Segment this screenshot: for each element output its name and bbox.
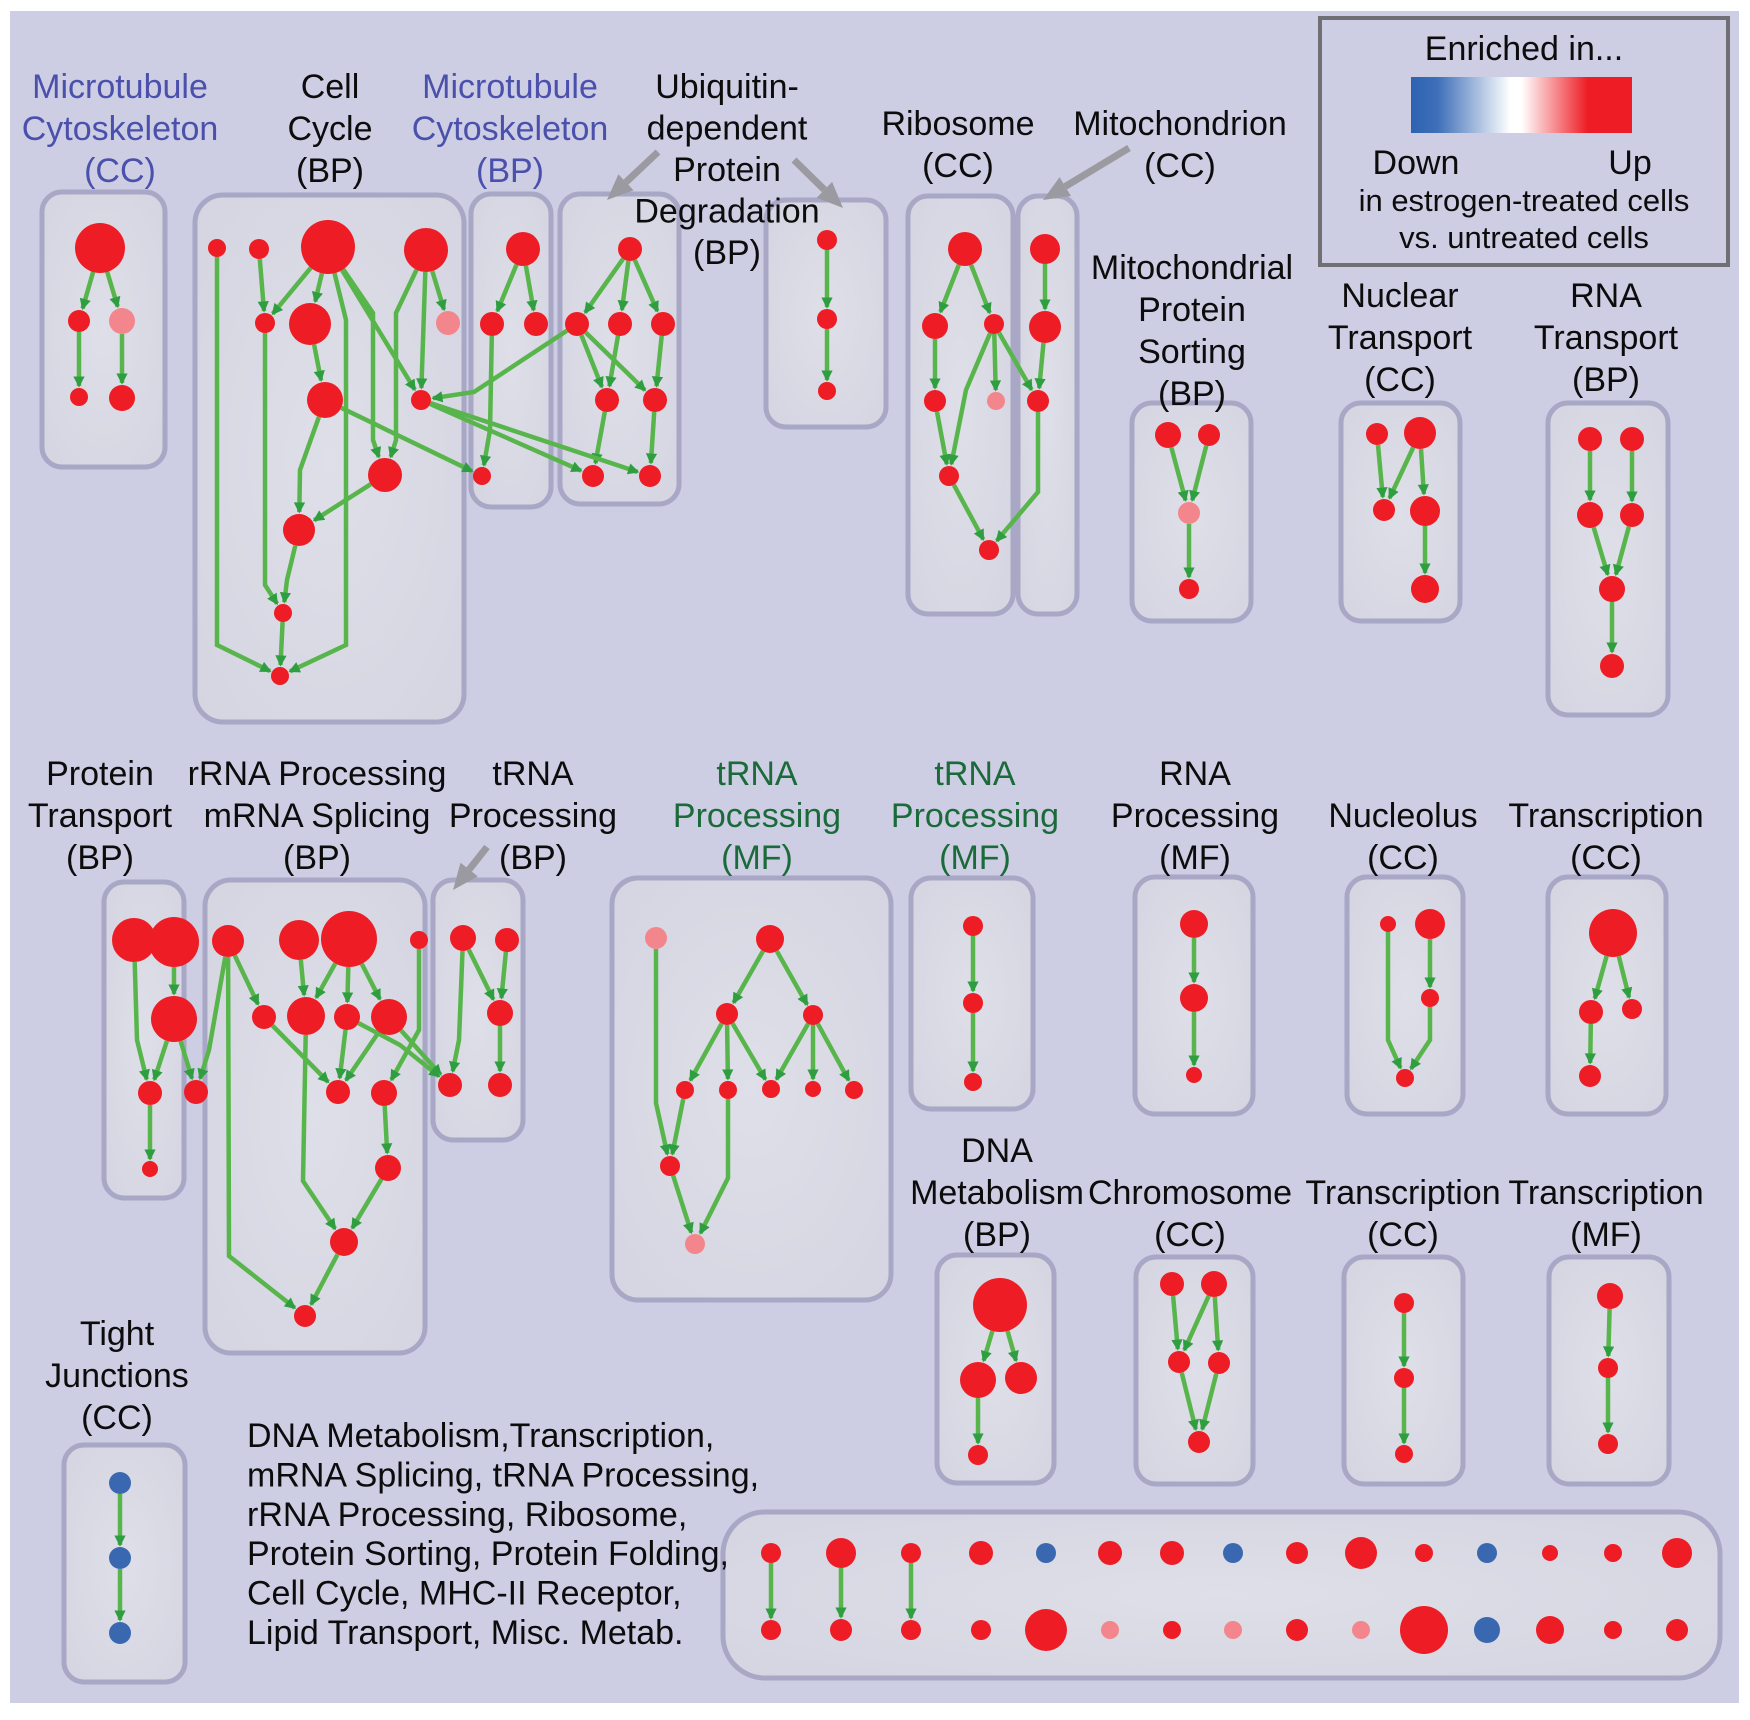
svg-text:DNA: DNA	[961, 1132, 1033, 1170]
svg-text:(BP): (BP)	[476, 152, 544, 190]
svg-text:Transcription: Transcription	[1305, 1174, 1500, 1212]
svg-text:(BP): (BP)	[66, 839, 134, 877]
svg-text:Ribosome: Ribosome	[881, 105, 1034, 143]
svg-text:(CC): (CC)	[1144, 147, 1216, 185]
svg-text:Transcription: Transcription	[1508, 797, 1703, 835]
svg-text:(BP): (BP)	[283, 839, 351, 877]
svg-text:(CC): (CC)	[1367, 1216, 1439, 1254]
svg-text:(MF): (MF)	[1570, 1216, 1642, 1254]
svg-text:(MF): (MF)	[939, 839, 1011, 877]
svg-text:Cytoskeleton: Cytoskeleton	[22, 110, 219, 148]
svg-text:(BP): (BP)	[963, 1216, 1031, 1254]
svg-text:(CC): (CC)	[84, 152, 156, 190]
svg-text:Nuclear: Nuclear	[1341, 277, 1458, 315]
svg-text:tRNA: tRNA	[492, 755, 574, 793]
svg-text:dependent: dependent	[647, 110, 808, 148]
svg-text:Protein Sorting, Protein Foldi: Protein Sorting, Protein Folding,	[247, 1535, 729, 1573]
svg-text:Cell Cycle, MHC-II Receptor,: Cell Cycle, MHC-II Receptor,	[247, 1575, 682, 1613]
svg-text:Microtubule: Microtubule	[422, 68, 598, 106]
svg-text:Junctions: Junctions	[45, 1357, 189, 1395]
svg-text:Processing: Processing	[673, 797, 841, 835]
svg-text:Chromosome: Chromosome	[1088, 1174, 1292, 1212]
svg-text:Processing: Processing	[449, 797, 617, 835]
svg-text:DNA Metabolism,Transcription,: DNA Metabolism,Transcription,	[247, 1417, 714, 1455]
svg-text:Cytoskeleton: Cytoskeleton	[412, 110, 609, 148]
svg-text:Processing: Processing	[1111, 797, 1279, 835]
svg-text:Up: Up	[1608, 144, 1651, 182]
svg-text:Processing: Processing	[891, 797, 1059, 835]
svg-text:Mitochondrial: Mitochondrial	[1091, 249, 1293, 287]
svg-text:(CC): (CC)	[81, 1399, 153, 1437]
svg-text:(BP): (BP)	[693, 234, 761, 272]
svg-text:(CC): (CC)	[1570, 839, 1642, 877]
svg-text:(CC): (CC)	[1367, 839, 1439, 877]
svg-text:Cycle: Cycle	[287, 110, 372, 148]
svg-text:Transcription: Transcription	[1508, 1174, 1703, 1212]
svg-text:(BP): (BP)	[1158, 375, 1226, 413]
svg-text:Down: Down	[1373, 144, 1460, 182]
svg-text:Ubiquitin-: Ubiquitin-	[655, 68, 799, 106]
svg-text:Protein: Protein	[1138, 291, 1246, 329]
svg-text:(CC): (CC)	[922, 147, 994, 185]
svg-text:in estrogen-treated cells: in estrogen-treated cells	[1359, 183, 1690, 218]
svg-text:Nucleolus: Nucleolus	[1328, 797, 1477, 835]
svg-text:Lipid Transport, Misc. Metab.: Lipid Transport, Misc. Metab.	[247, 1614, 684, 1652]
svg-text:RNA: RNA	[1570, 277, 1642, 315]
svg-text:Protein: Protein	[673, 151, 781, 189]
svg-text:RNA: RNA	[1159, 755, 1231, 793]
svg-text:(MF): (MF)	[1159, 839, 1231, 877]
svg-text:Cell: Cell	[301, 68, 360, 106]
svg-text:Metabolism: Metabolism	[910, 1174, 1084, 1212]
svg-text:tRNA: tRNA	[716, 755, 798, 793]
svg-text:Transport: Transport	[28, 797, 173, 835]
svg-text:Sorting: Sorting	[1138, 333, 1246, 371]
svg-text:(BP): (BP)	[1572, 361, 1640, 399]
svg-text:Tight: Tight	[80, 1315, 155, 1353]
svg-text:Protein: Protein	[46, 755, 154, 793]
svg-text:Microtubule: Microtubule	[32, 68, 208, 106]
svg-text:vs. untreated cells: vs. untreated cells	[1399, 220, 1649, 255]
svg-text:tRNA: tRNA	[934, 755, 1016, 793]
svg-text:(BP): (BP)	[296, 152, 364, 190]
svg-text:(CC): (CC)	[1364, 361, 1436, 399]
svg-text:(MF): (MF)	[721, 839, 793, 877]
svg-text:Transport: Transport	[1534, 319, 1679, 357]
svg-text:Mitochondrion: Mitochondrion	[1073, 105, 1287, 143]
svg-text:Degradation: Degradation	[634, 193, 819, 231]
svg-text:(BP): (BP)	[499, 839, 567, 877]
svg-text:Enriched in...: Enriched in...	[1425, 30, 1623, 68]
svg-text:mRNA Splicing: mRNA Splicing	[204, 797, 431, 835]
svg-text:(CC): (CC)	[1154, 1216, 1226, 1254]
svg-text:Transport: Transport	[1328, 319, 1473, 357]
svg-text:mRNA Splicing, tRNA Processing: mRNA Splicing, tRNA Processing,	[247, 1456, 759, 1494]
svg-text:rRNA Processing, Ribosome,: rRNA Processing, Ribosome,	[247, 1496, 687, 1534]
svg-text:rRNA Processing: rRNA Processing	[188, 755, 447, 793]
